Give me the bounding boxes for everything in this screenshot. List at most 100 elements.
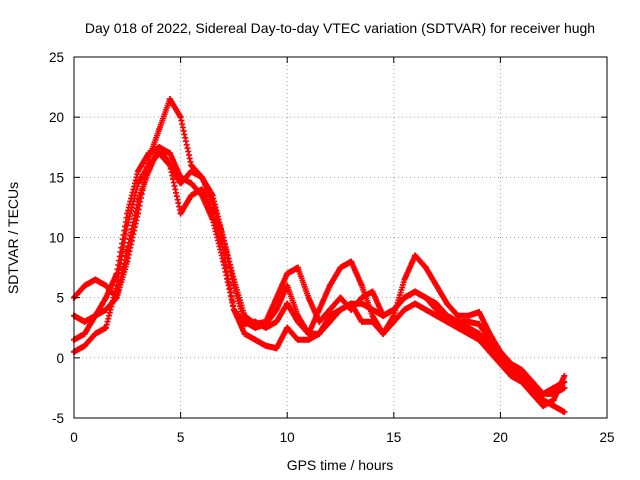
data-point <box>358 294 365 301</box>
x-tick-label: 5 <box>177 430 185 445</box>
data-point <box>220 234 227 241</box>
data-point <box>273 318 280 325</box>
data-point <box>550 384 557 391</box>
data-point <box>134 210 141 217</box>
data-point <box>401 306 408 313</box>
data-point <box>326 312 333 319</box>
data-point <box>113 270 120 277</box>
data-point <box>465 312 472 319</box>
grid-lines <box>74 57 607 418</box>
data-point <box>369 312 376 319</box>
data-point <box>380 312 387 319</box>
series-track-c <box>71 96 568 397</box>
data-point <box>124 210 131 217</box>
data-point <box>476 336 483 343</box>
data-point <box>81 342 88 349</box>
data-point <box>188 162 195 169</box>
data-point <box>518 372 525 379</box>
data-point <box>550 396 557 403</box>
y-tick-label: 15 <box>49 170 64 185</box>
data-point <box>433 312 440 319</box>
data-point <box>422 294 429 301</box>
x-tick-label: 0 <box>70 430 78 445</box>
data-point <box>284 282 291 289</box>
data-point <box>561 372 568 379</box>
data-point <box>198 192 205 199</box>
data-point <box>561 408 568 415</box>
x-tick-label: 10 <box>280 430 295 445</box>
data-point <box>476 309 483 316</box>
data-point <box>294 264 301 271</box>
data-point <box>444 312 451 319</box>
y-tick-label: 0 <box>56 351 64 366</box>
data-point <box>540 396 547 403</box>
data-point <box>433 282 440 289</box>
data-point <box>81 330 88 337</box>
y-tick-label: 20 <box>49 110 64 125</box>
data-point <box>412 300 419 307</box>
y-tick-label: 5 <box>56 291 64 306</box>
data-point <box>92 276 99 283</box>
data-point <box>497 348 504 355</box>
data-point <box>348 258 355 265</box>
x-tick-label: 25 <box>599 430 614 445</box>
data-point <box>486 342 493 349</box>
data-point <box>348 300 355 307</box>
data-point <box>465 318 472 325</box>
data-point <box>380 330 387 337</box>
chart-title: Day 018 of 2022, Sidereal Day-to-day VTE… <box>85 20 595 36</box>
data-point <box>444 300 451 307</box>
data-point <box>241 330 248 337</box>
data-point <box>188 192 195 199</box>
data-point <box>241 318 248 325</box>
data-point <box>401 276 408 283</box>
data-point <box>284 270 291 277</box>
data-point <box>433 300 440 307</box>
data-point <box>166 150 173 157</box>
data-point <box>316 306 323 313</box>
data-point <box>358 318 365 325</box>
data-point <box>209 192 216 199</box>
data-point <box>454 318 461 325</box>
data-point <box>177 114 184 121</box>
data-point <box>209 216 216 223</box>
data-point <box>337 264 344 271</box>
data-point <box>166 96 173 103</box>
data-point <box>476 330 483 337</box>
data-point <box>294 336 301 343</box>
axis-ticks: 0 5 10 15 20 25 -5 0 5 10 15 20 25 <box>49 50 615 445</box>
data-point <box>177 180 184 187</box>
data-point <box>358 282 365 289</box>
y-axis-title: SDTVAR / TECUs <box>5 182 21 294</box>
data-point <box>486 330 493 337</box>
data-point <box>358 300 365 307</box>
y-tick-label: 10 <box>49 231 64 246</box>
data-point <box>486 348 493 355</box>
data-point <box>273 294 280 301</box>
data-point <box>102 282 109 289</box>
data-point <box>476 321 483 328</box>
data-point <box>508 360 515 367</box>
x-tick-label: 20 <box>493 430 508 445</box>
data-point <box>92 330 99 337</box>
x-tick-label: 15 <box>386 430 401 445</box>
data-point <box>337 306 344 313</box>
data-points <box>71 96 568 415</box>
data-point <box>305 294 312 301</box>
data-point <box>124 258 131 265</box>
data-point <box>305 330 312 337</box>
data-point <box>422 306 429 313</box>
data-point <box>273 345 280 352</box>
data-point <box>230 282 237 289</box>
data-point <box>102 306 109 313</box>
y-tick-label: -5 <box>52 411 64 426</box>
data-point <box>369 288 376 295</box>
data-point <box>198 174 205 181</box>
data-point <box>316 318 323 325</box>
data-point <box>433 306 440 313</box>
data-point <box>348 306 355 313</box>
data-point <box>134 168 141 175</box>
data-point <box>540 390 547 397</box>
y-tick-label: 25 <box>49 50 64 65</box>
